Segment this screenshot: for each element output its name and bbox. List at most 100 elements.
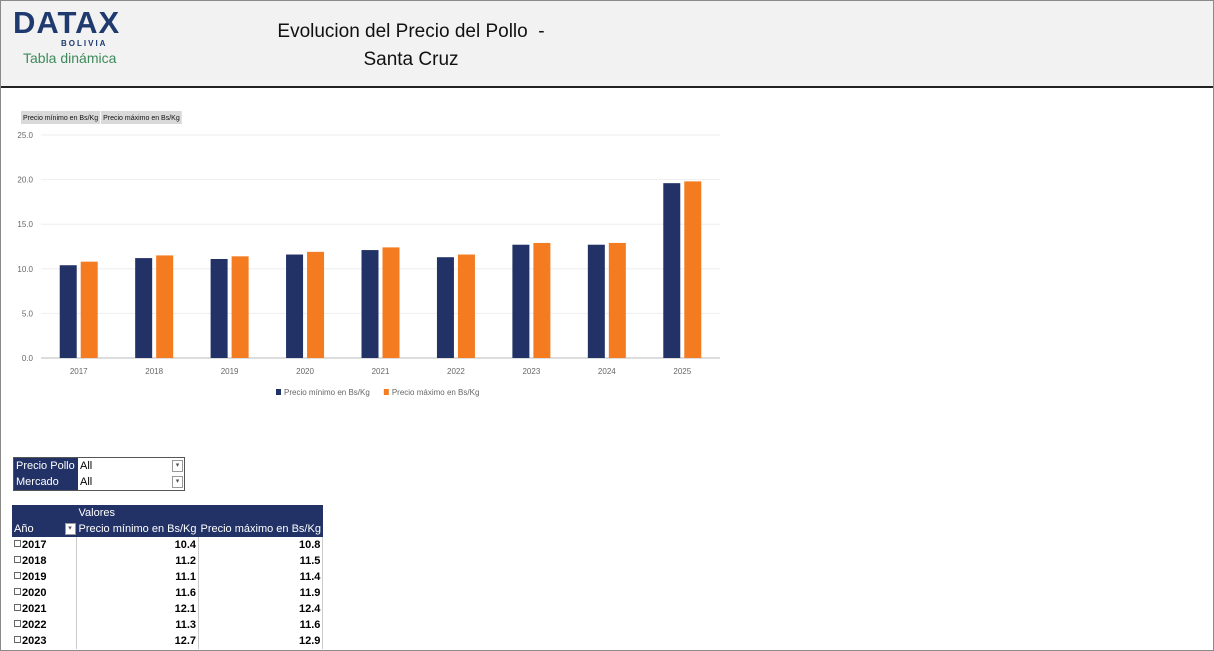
cell-text: 2022: [22, 619, 47, 631]
subtitle: Tabla dinámica: [23, 50, 117, 66]
value-cell: 11.9: [198, 585, 324, 601]
expand-icon[interactable]: [14, 636, 21, 643]
filter-value: All ▾: [78, 457, 185, 474]
bar: [59, 265, 77, 358]
data-row: 2017 10.4 10.8: [12, 537, 324, 553]
y-tick-label: 25.0: [17, 131, 33, 140]
bar: [80, 261, 98, 358]
header-row: Valores: [12, 505, 323, 521]
cell-text: 2017: [22, 539, 47, 551]
x-tick-label: 2017: [70, 367, 88, 376]
bar: [684, 181, 702, 358]
value-cell: 11.1: [76, 569, 199, 585]
y-tick-label: 20.0: [17, 176, 33, 185]
value-cell: 12.9: [198, 633, 324, 649]
expand-icon[interactable]: [14, 556, 21, 563]
legend-label: Precio máximo en Bs/Kg: [392, 388, 480, 397]
filter-text: All: [80, 460, 93, 472]
header: DATAX BOLIVIA Tabla dinámica Evolucion d…: [1, 1, 1213, 88]
expand-icon[interactable]: [14, 540, 21, 547]
bar: [587, 244, 605, 358]
expand-icon[interactable]: [14, 620, 21, 627]
column-header: Año ▾: [12, 521, 77, 537]
x-tick-label: 2018: [145, 367, 163, 376]
bar: [457, 254, 475, 358]
y-tick-label: 5.0: [22, 309, 34, 318]
value-cell: 12.1: [76, 601, 199, 617]
row-year: 2020: [12, 585, 77, 601]
data-row: 2018 11.2 11.5: [12, 553, 324, 569]
value-cell: 11.6: [198, 617, 324, 633]
cell-text: 12.4: [299, 603, 321, 615]
x-tick-label: 2023: [522, 367, 540, 376]
filters: Precio Pollo All ▾ Mercado All ▾: [13, 457, 185, 491]
cell-text: 12.7: [174, 635, 196, 647]
bar: [361, 250, 379, 358]
data-row: 2019 11.1 11.4: [12, 569, 324, 585]
filter-dropdown[interactable]: ▾: [172, 460, 183, 472]
field-button: Precio máximo en Bs/Kg: [103, 115, 180, 122]
y-tick-label: 10.0: [17, 265, 33, 274]
expand-icon[interactable]: [14, 572, 21, 579]
title: Evolucion del Precio del Pollo - Santa C…: [277, 21, 550, 70]
legend-swatch: [276, 389, 281, 395]
cell-text: 10.8: [299, 539, 321, 551]
cell-text: 12.1: [174, 603, 196, 615]
bar: [286, 254, 304, 358]
row-year: 2022: [12, 617, 77, 633]
x-tick-label: 2019: [221, 367, 239, 376]
data-row: 2022 11.3 11.6: [12, 617, 324, 633]
cell-text: 2019: [22, 571, 47, 583]
field-button-bg: [21, 111, 101, 124]
data-row: 2021 12.1 12.4: [12, 601, 324, 617]
cell-text: 11.6: [299, 619, 321, 631]
cell-text: 2018: [22, 555, 47, 567]
x-tick-label: 2021: [372, 367, 390, 376]
cell-text: 10.4: [174, 539, 196, 551]
value-cell: 12.4: [198, 601, 324, 617]
cell-text: 2023: [22, 635, 47, 647]
value-cell: 10.8: [198, 537, 324, 553]
header-row: Año ▾ Precio mínimo en Bs/Kg Precio máximo …: [12, 521, 323, 537]
value-cell: 12.7: [76, 633, 199, 649]
pivot-table: Valores Año ▾ Precio mínimo en Bs/Kg Precio …: [12, 505, 324, 649]
cell-text: 2021: [22, 603, 47, 615]
cell-text: 11.3: [175, 619, 196, 631]
header-cell: [12, 505, 77, 521]
cell-text: 11.9: [299, 587, 321, 599]
value-cell: 10.4: [76, 537, 199, 553]
column-header: Precio mínimo en Bs/Kg: [76, 521, 199, 537]
y-tick-label: 0.0: [22, 354, 34, 363]
filter-text: All: [80, 476, 93, 488]
value-cell: 11.2: [76, 553, 199, 569]
row-year: 2021: [12, 601, 77, 617]
group-header: Valores: [76, 505, 323, 521]
logo: DATAX: [13, 5, 121, 40]
value-cell: 11.5: [198, 553, 324, 569]
filter-row: Precio Pollo All ▾: [13, 457, 185, 474]
row-year: 2023: [12, 633, 77, 649]
column-filter[interactable]: ▾: [64, 523, 76, 535]
expand-icon[interactable]: [14, 604, 21, 611]
filter-dropdown[interactable]: ▾: [172, 476, 183, 488]
bar: [608, 242, 626, 358]
cell-text: 11.6: [175, 587, 196, 599]
x-tick-label: 2020: [296, 367, 314, 376]
data-row: 2020 11.6 11.9: [12, 585, 324, 601]
bar: [231, 256, 249, 358]
field-button: Precio mínimo en Bs/Kg: [23, 115, 98, 122]
value-cell: 11.6: [76, 585, 199, 601]
filter-label: Precio Pollo: [13, 457, 78, 474]
cell-text: 11.1: [175, 571, 196, 583]
logo-sub: BOLIVIA: [61, 39, 108, 48]
expand-icon[interactable]: [14, 588, 21, 595]
bar: [156, 255, 174, 358]
bar: [382, 247, 400, 358]
row-year: 2017: [12, 537, 77, 553]
x-tick-label: 2022: [447, 367, 465, 376]
cell-text: 11.5: [299, 555, 321, 567]
x-tick-label: 2025: [673, 367, 691, 376]
cell-text: 11.4: [299, 571, 321, 583]
